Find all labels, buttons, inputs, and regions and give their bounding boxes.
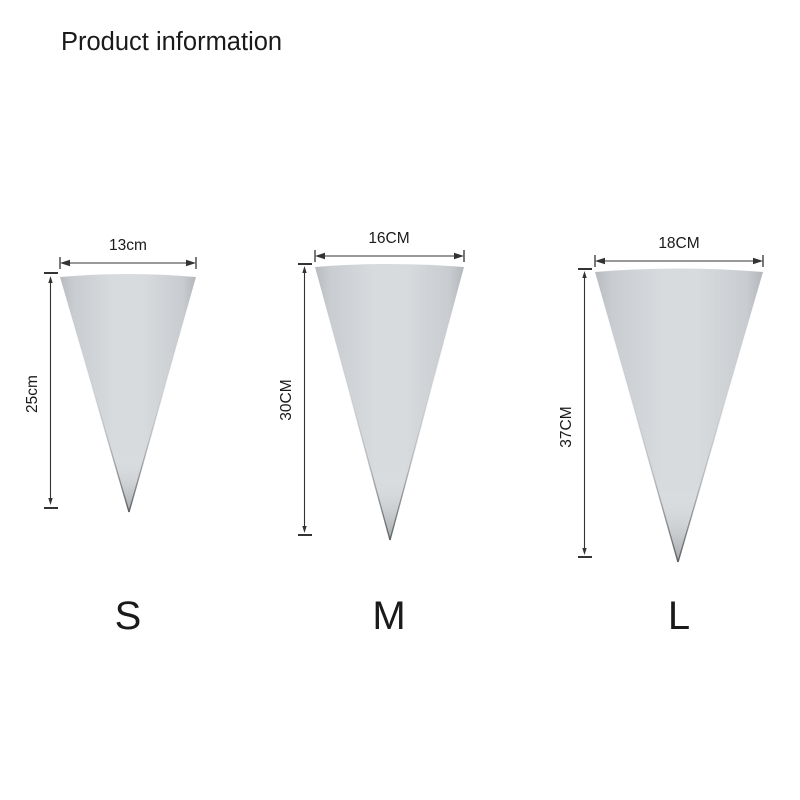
svg-text:M: M <box>372 594 405 638</box>
svg-text:S: S <box>115 594 142 638</box>
svg-text:L: L <box>668 594 690 638</box>
svg-text:16CM: 16CM <box>368 230 409 247</box>
svg-text:13cm: 13cm <box>109 237 147 254</box>
svg-text:37CM: 37CM <box>558 406 575 447</box>
svg-text:25cm: 25cm <box>24 375 41 413</box>
svg-text:18CM: 18CM <box>658 235 699 252</box>
svg-text:30CM: 30CM <box>278 379 295 420</box>
